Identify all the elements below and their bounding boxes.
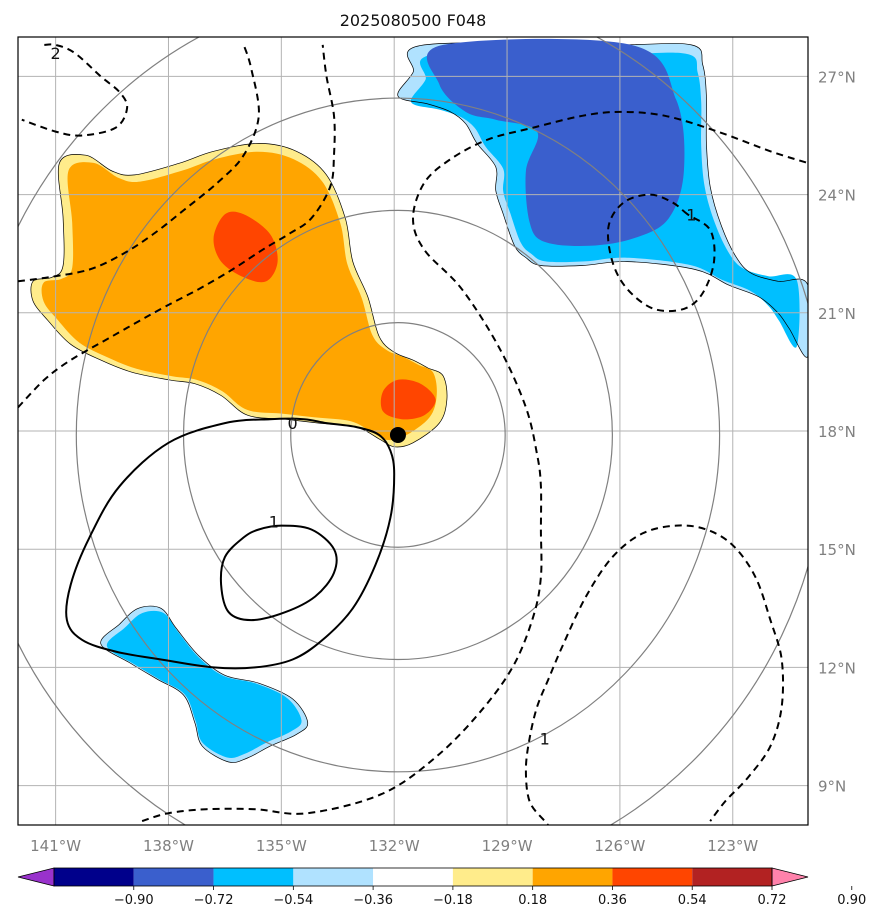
x-axis-ticks: 141°W 138°W 135°W 132°W 129°W 126°W 123°W — [30, 837, 758, 855]
colorbar-bin-7 — [612, 868, 693, 886]
x-tick-label-4: 129°W — [482, 837, 533, 855]
contour-label-4: 1 — [686, 205, 696, 224]
colorbar-extend-min — [17, 867, 55, 887]
colorbar: −0.90 −0.72 −0.54 −0.36 −0.18 0.18 0.36 0.54 0.7… — [17, 867, 866, 908]
plot-frame — [17, 36, 809, 826]
y-tick-label-1: 12°N — [818, 659, 856, 677]
x-tick-label-3: 132°W — [369, 837, 420, 855]
colorbar-bin-5 — [452, 868, 533, 886]
dashed-2-northwest — [21, 43, 129, 137]
x-tick-label-6: 123°W — [707, 837, 758, 855]
y-tick-label-3: 18°N — [818, 423, 856, 441]
x-tick-label-5: 126°W — [594, 837, 645, 855]
contour-label-3: 1 — [540, 729, 550, 748]
colorbar-bin-2 — [213, 868, 294, 886]
colorbar-label-8: 0.72 — [758, 893, 787, 908]
contour-lines — [18, 43, 808, 825]
colorbar-label-0: −0.90 — [114, 893, 154, 908]
contour-1-inner — [219, 524, 338, 622]
colorbar-label-9: 0.90 — [837, 893, 866, 908]
colorbar-label-3: −0.36 — [353, 893, 393, 908]
y-axis-ticks: 9°N 12°N 15°N 18°N 21°N 24°N 27°N — [818, 68, 856, 795]
map-layer: 0 1 2 1 1 — [18, 37, 808, 825]
colorbar-label-5: 0.18 — [518, 893, 547, 908]
colorbar-bin-3 — [293, 868, 374, 886]
colorbar-extend-max — [771, 867, 809, 887]
dashed-northwest-a — [18, 44, 336, 409]
colorbar-bin-8 — [692, 868, 772, 886]
colorbar-label-4: −0.18 — [433, 893, 473, 908]
y-tick-label-0: 9°N — [818, 778, 846, 796]
grid-lines — [18, 37, 808, 825]
y-tick-label-2: 15°N — [818, 541, 856, 559]
x-tick-label-1: 138°W — [143, 837, 194, 855]
range-ring-2 — [75, 97, 721, 773]
y-tick-label-4: 21°N — [818, 305, 856, 323]
orange-region-edge — [30, 143, 448, 448]
dashed-northwest-b — [18, 44, 260, 283]
colorbar-bin-0 — [54, 868, 134, 886]
colorbar-label-7: 0.54 — [678, 893, 707, 908]
y-tick-label-5: 24°N — [818, 187, 856, 205]
contour-label-2: 2 — [51, 44, 61, 63]
contour-labels: 0 1 2 1 1 — [51, 44, 697, 749]
colorbar-label-6: 0.36 — [598, 893, 627, 908]
chart-title: 2025080500 F048 — [340, 11, 487, 30]
range-ring-0 — [290, 322, 506, 548]
orange-region-inner — [41, 151, 437, 441]
storm-center-marker — [389, 426, 406, 443]
red-core-northwest — [213, 211, 278, 283]
colorbar-bin-1 — [133, 868, 214, 886]
blue-region-northeast-edge — [397, 42, 808, 358]
colorbar-label-1: −0.72 — [194, 893, 234, 908]
colorbar-frame — [53, 867, 773, 887]
x-tick-label-0: 141°W — [30, 837, 81, 855]
x-tick-label-2: 135°W — [256, 837, 307, 855]
dashed-northeast-small — [606, 193, 716, 313]
contour-label-0: 0 — [288, 414, 298, 433]
colorbar-bin-4 — [373, 868, 453, 886]
blue-region-southwest-edge — [100, 605, 309, 763]
blue-region-southwest-inner — [106, 610, 302, 759]
contour-0 — [65, 417, 396, 670]
contour-label-1: 1 — [269, 513, 279, 532]
y-tick-label-6: 27°N — [818, 68, 856, 86]
colorbar-bin-6 — [532, 868, 613, 886]
colorbar-label-2: −0.54 — [273, 893, 313, 908]
dashed-1-southeast — [524, 524, 785, 825]
